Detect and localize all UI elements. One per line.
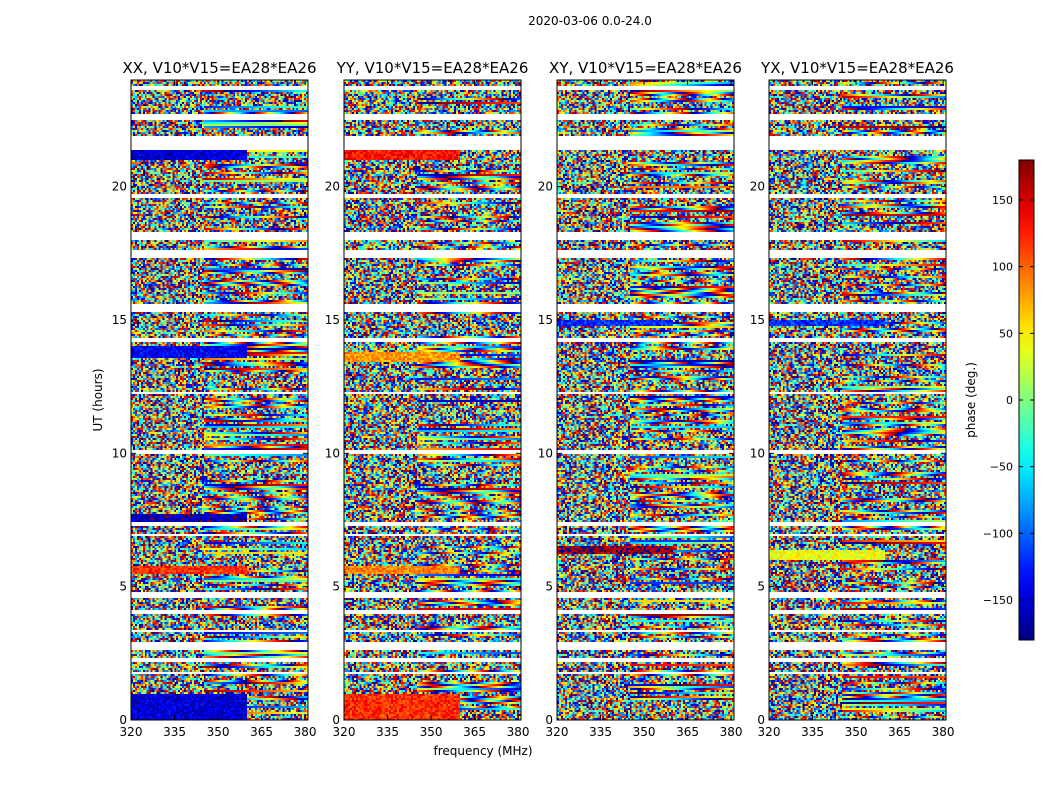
- y-tick-label: 5: [119, 580, 127, 594]
- colorbar-tick-label: 150: [992, 194, 1013, 207]
- x-tick-label: 350: [207, 725, 230, 739]
- y-tick-label: 0: [757, 713, 765, 727]
- x-tick-label: 320: [333, 725, 356, 739]
- colorbar-tick-label: 100: [992, 261, 1013, 274]
- x-tick-label: 350: [420, 725, 443, 739]
- x-tick-label: 335: [589, 725, 612, 739]
- colorbar: 150 100 50 0 −50 −100 −150: [983, 159, 1035, 641]
- axes-frame: [130, 79, 309, 721]
- y-axis-label: UT (hours): [91, 368, 105, 431]
- colorbar-tick-label: −150: [983, 594, 1013, 607]
- x-tick-label: 335: [801, 725, 824, 739]
- colorbar-tick-label: −100: [983, 527, 1013, 540]
- y-tick-label: 20: [112, 180, 127, 194]
- y-tick-label: 15: [750, 313, 765, 327]
- colorbar-label: phase (deg.): [964, 362, 978, 438]
- panel-3: XY, V10*V15=EA28*EA26 320 335 350 365 380 0 5 10…: [538, 59, 743, 739]
- colorbar-tick-label: 50: [999, 327, 1013, 340]
- figure-suptitle: 2020-03-06 0.0-24.0: [528, 14, 652, 28]
- colorbar-tick-label: −50: [990, 461, 1013, 474]
- panel-title: YX, V10*V15=EA28*EA26: [760, 59, 954, 77]
- x-tick-label: 350: [633, 725, 656, 739]
- x-tick-label: 380: [720, 725, 743, 739]
- y-tick-label: 10: [750, 446, 765, 460]
- x-tick-label: 365: [888, 725, 911, 739]
- waterfall-raster: [557, 80, 734, 720]
- waterfall-raster: [131, 80, 308, 720]
- x-tick-label: 380: [932, 725, 955, 739]
- x-tick-label: 365: [463, 725, 486, 739]
- x-axis-label: frequency (MHz): [433, 744, 532, 758]
- y-tick-label: 0: [119, 713, 127, 727]
- x-tick-label: 335: [163, 725, 186, 739]
- x-tick-label: 380: [294, 725, 317, 739]
- panel-4: YX, V10*V15=EA28*EA26 320 335 350 365 380 0 5 10…: [750, 59, 955, 739]
- x-tick-label: 365: [676, 725, 699, 739]
- y-tick-label: 20: [750, 180, 765, 194]
- y-tick-label: 0: [545, 713, 553, 727]
- y-tick-label: 15: [325, 313, 340, 327]
- y-tick-label: 20: [325, 180, 340, 194]
- y-tick-label: 5: [757, 580, 765, 594]
- x-tick-label: 365: [250, 725, 273, 739]
- y-tick-label: 0: [332, 713, 340, 727]
- y-tick-label: 5: [332, 580, 340, 594]
- panel-2: YY, V10*V15=EA28*EA26 320 335 350 365 380 0 5 10…: [325, 59, 530, 739]
- y-tick-label: 15: [112, 313, 127, 327]
- y-tick-label: 5: [545, 580, 553, 594]
- x-tick-label: 320: [758, 725, 781, 739]
- y-tick-label: 15: [538, 313, 553, 327]
- axes-frame: [556, 79, 735, 721]
- x-tick-label: 335: [376, 725, 399, 739]
- panel-1: XX, V10*V15=EA28*EA26 320 335 350 365 380 0 5 10…: [112, 59, 317, 739]
- y-tick-label: 10: [112, 446, 127, 460]
- panel-title: XX, V10*V15=EA28*EA26: [122, 59, 316, 77]
- y-tick-label: 20: [538, 180, 553, 194]
- panel-title: XY, V10*V15=EA28*EA26: [549, 59, 742, 77]
- x-tick-label: 350: [845, 725, 868, 739]
- x-tick-label: 320: [120, 725, 143, 739]
- panel-title: YY, V10*V15=EA28*EA26: [336, 59, 529, 77]
- axes-frame: [343, 79, 522, 721]
- colorbar-tick-label: 0: [1006, 394, 1013, 407]
- axes-frame: [768, 79, 947, 721]
- waterfall-raster: [344, 80, 521, 720]
- x-tick-label: 380: [507, 725, 530, 739]
- x-tick-label: 320: [546, 725, 569, 739]
- y-tick-label: 10: [325, 446, 340, 460]
- waterfall-raster: [769, 80, 946, 720]
- y-tick-label: 10: [538, 446, 553, 460]
